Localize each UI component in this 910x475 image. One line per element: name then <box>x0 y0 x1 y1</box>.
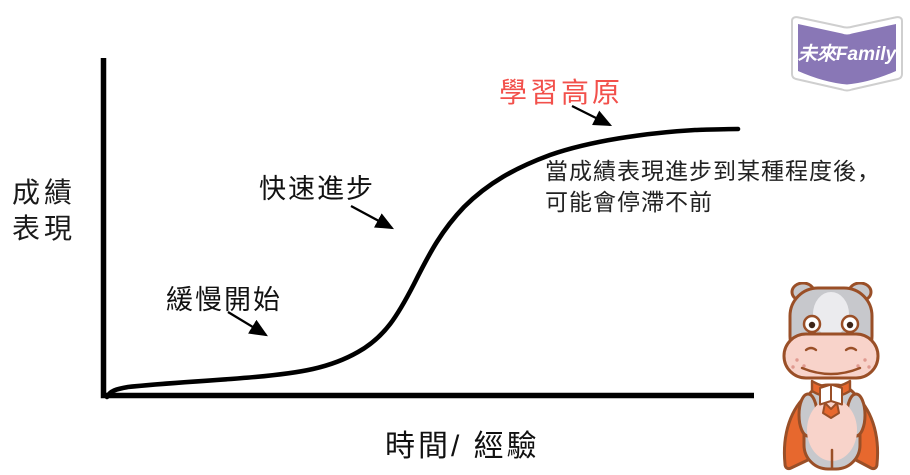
hippo-book <box>819 383 843 406</box>
hippo-muzzle <box>782 332 880 380</box>
plateau-note: 當成績表現進步到某種程度後， 可能會停滯不前 <box>545 156 881 218</box>
arrow-plateau <box>571 104 613 127</box>
hippo-ribbon <box>822 402 840 419</box>
brand-logo: 未來Family <box>786 7 908 93</box>
label-plateau: 學習高原 <box>499 77 624 108</box>
label-slow-start: 緩慢開始 <box>166 285 282 315</box>
hippo-mouth <box>800 366 862 376</box>
label-rapid-progress: 快速進步 <box>259 174 375 204</box>
x-axis-label: 時間/ 經驗 <box>385 430 540 463</box>
hippo-nostril-left <box>804 346 818 352</box>
arrow-slow-start <box>227 311 268 337</box>
book-icon <box>791 16 903 92</box>
hippo-pupil-left <box>808 321 816 329</box>
hippo-belly <box>807 399 857 461</box>
y-axis-label-line1: 成績 <box>12 177 77 208</box>
s-curve <box>104 126 741 400</box>
arrow-rapid-progress <box>350 204 395 230</box>
hippo-face-highlight <box>813 292 849 336</box>
hippo-nostril-right <box>844 346 858 352</box>
axes <box>100 58 754 399</box>
hippo-freckles <box>791 358 871 369</box>
y-axis-label: 成績 表現 <box>12 175 76 247</box>
y-axis-label-line2: 表現 <box>12 213 77 244</box>
plateau-note-line2: 可能會停滯不前 <box>545 189 713 215</box>
hippo-pupil-right <box>846 321 854 329</box>
plateau-note-line1: 當成績表現進步到某種程度後， <box>545 158 881 184</box>
brand-logo-text: 未來Family <box>797 44 897 65</box>
hippo-mascot <box>782 282 880 471</box>
book-cover <box>798 24 896 85</box>
